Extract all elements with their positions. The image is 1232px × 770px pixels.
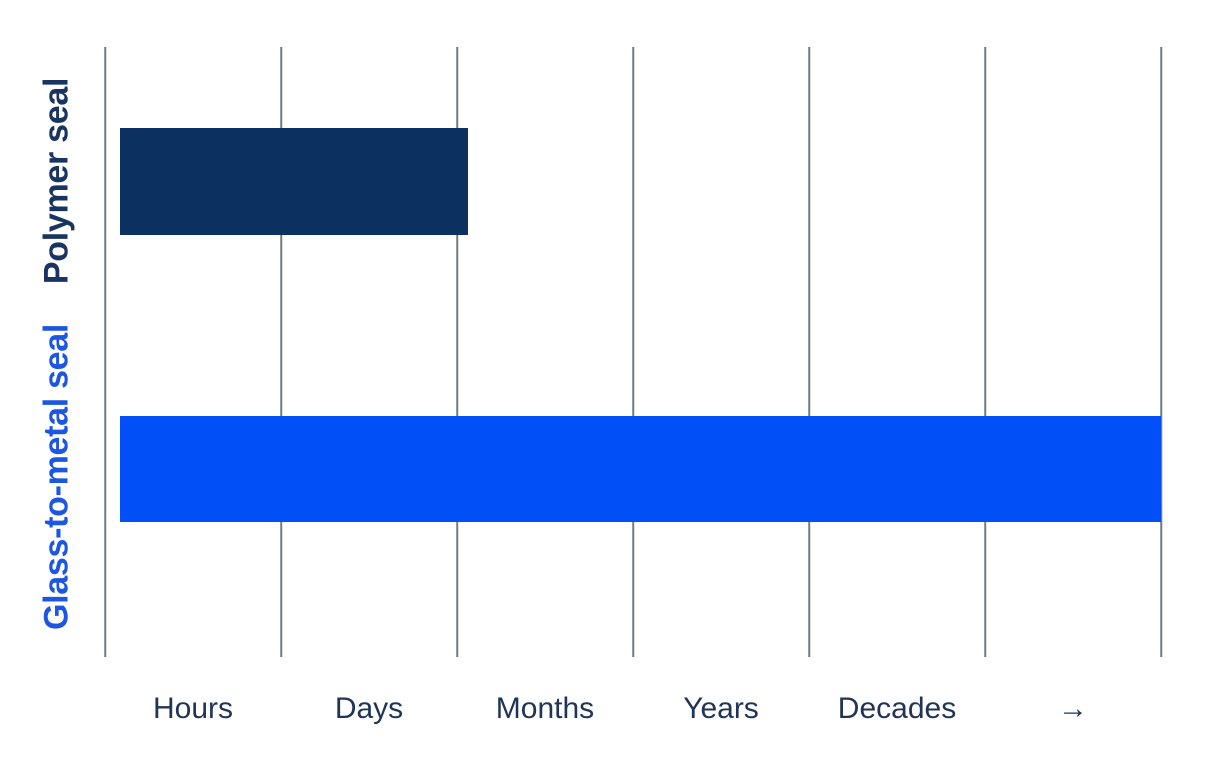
plot-area xyxy=(104,47,1162,657)
gridline xyxy=(456,47,458,657)
x-tick-label: Years xyxy=(683,692,759,725)
y-axis-label-polymer-seal: Polymer seal xyxy=(37,77,76,285)
x-axis: Hours Days Months Years Decades → xyxy=(105,692,1161,742)
y-axis-label-glass-to-metal-seal: Glass-to-metal seal xyxy=(37,323,76,631)
gridline xyxy=(1160,47,1162,657)
x-tick-arrow-icon: → xyxy=(1058,692,1088,725)
x-tick-label: Decades xyxy=(837,692,957,725)
gridline xyxy=(984,47,986,657)
polymer-seal-bar xyxy=(119,128,468,235)
gridline xyxy=(808,47,810,657)
x-tick-label: Days xyxy=(334,692,404,725)
x-tick-label: Hours xyxy=(152,692,234,725)
gridline xyxy=(632,47,634,657)
gridline xyxy=(280,47,282,657)
x-tick-label: Months xyxy=(495,692,595,725)
glass-to-metal-seal-bar xyxy=(119,415,1161,523)
gridline xyxy=(104,47,106,657)
